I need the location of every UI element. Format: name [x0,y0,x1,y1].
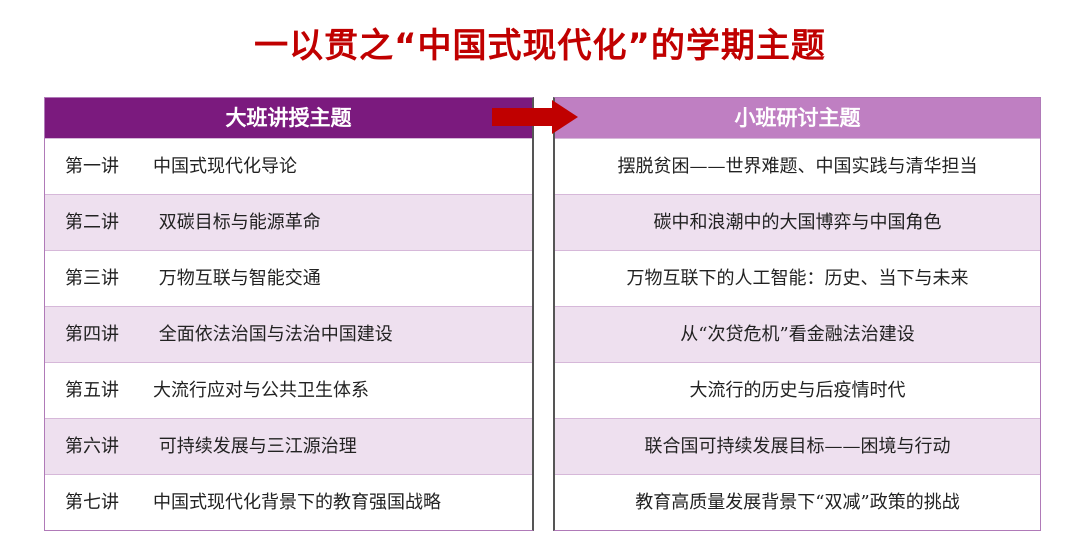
lecture-number: 第七讲 [65,492,119,513]
lecture-topic: 全面依法治国与法治中国建设 [153,324,393,345]
lecture-number: 第六讲 [65,436,119,457]
seminar-row: 碳中和浪潮中的大国博弈与中国角色 [555,194,1040,250]
lecture-row: 第五讲 大流行应对与公共卫生体系 [45,362,532,418]
lecture-row: 第六讲 可持续发展与三江源治理 [45,418,532,474]
seminar-row: 联合国可持续发展目标——困境与行动 [555,418,1040,474]
seminar-row: 大流行的历史与后疫情时代 [555,362,1040,418]
lecture-number: 第三讲 [65,268,119,289]
lecture-topic: 双碳目标与能源革命 [153,212,321,233]
seminar-row: 从“次贷危机”看金融法治建设 [555,306,1040,362]
seminar-row: 教育高质量发展背景下“双减”政策的挑战 [555,474,1040,530]
lecture-topic: 中国式现代化背景下的教育强国战略 [153,492,441,513]
lecture-row: 第一讲 中国式现代化导论 [45,138,532,194]
page-title: 一以贯之“中国式现代化”的学期主题 [254,26,826,66]
lecture-row: 第七讲 中国式现代化背景下的教育强国战略 [45,474,532,530]
right-arrow-icon [492,100,578,134]
lecture-topic: 大流行应对与公共卫生体系 [153,380,369,401]
lecture-topic: 万物互联与智能交通 [153,268,321,289]
lecture-row: 第二讲 双碳目标与能源革命 [45,194,532,250]
seminar-row: 万物互联下的人工智能：历史、当下与未来 [555,250,1040,306]
lecture-topic: 中国式现代化导论 [153,156,297,177]
lecture-row: 第四讲 全面依法治国与法治中国建设 [45,306,532,362]
lecture-number: 第二讲 [65,212,119,233]
lecture-row: 第三讲 万物互联与智能交通 [45,250,532,306]
seminar-row: 摆脱贫困——世界难题、中国实践与清华担当 [555,138,1040,194]
lecture-topics-header: 大班讲授主题 [45,98,532,138]
seminar-topics-header: 小班研讨主题 [555,98,1040,138]
seminar-topics-table: 小班研讨主题 摆脱贫困——世界难题、中国实践与清华担当 碳中和浪潮中的大国博弈与中… [553,97,1041,531]
lecture-number: 第四讲 [65,324,119,345]
lecture-number: 第五讲 [65,380,119,401]
lecture-number: 第一讲 [65,156,119,177]
lecture-topic: 可持续发展与三江源治理 [153,436,357,457]
lecture-topics-table: 大班讲授主题 第一讲 中国式现代化导论 第二讲 双碳目标与能源革命 第三讲 万物互联与… [44,97,534,531]
